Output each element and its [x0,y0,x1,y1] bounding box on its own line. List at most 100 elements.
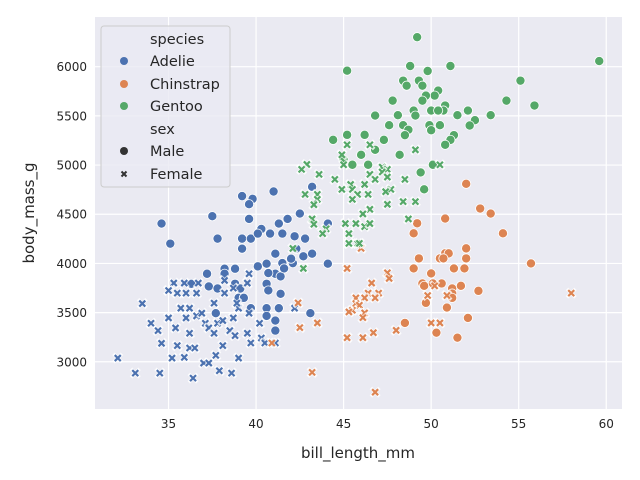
point-gentoo-female [311,193,323,205]
point-gentoo-female [296,163,308,175]
point-gentoo-female [343,237,355,249]
point-gentoo-male [370,110,381,121]
point-chinstrap-female [341,262,353,274]
point-chinstrap-male [412,218,423,229]
point-gentoo-female [317,228,329,240]
point-gentoo-female [339,218,351,230]
point-adelie-female [219,287,231,299]
point-adelie-female [152,325,164,337]
point-chinstrap-male [440,213,451,224]
point-adelie-female [203,357,215,369]
point-gentoo-male [594,56,605,67]
point-chinstrap-male [461,253,472,264]
point-gentoo-female [336,149,348,161]
point-adelie-female [254,317,266,329]
point-gentoo-male [501,95,512,106]
point-gentoo-male [405,60,416,71]
point-gentoo-male [434,120,445,131]
point-adelie-female [154,367,166,379]
point-gentoo-male [363,159,374,170]
point-adelie-male [244,213,255,224]
legend-marker-female [120,170,128,178]
point-adelie-male [300,233,311,244]
point-adelie-female [241,277,253,289]
point-gentoo-male [401,80,412,91]
legend-marker-chinstrap [120,80,128,88]
point-adelie-female [169,322,182,334]
legend-label-female: Female [150,167,203,183]
point-chinstrap-male [419,280,430,291]
point-adelie-female [245,337,257,349]
point-adelie-female [129,367,141,379]
point-adelie-female [259,337,271,349]
point-adelie-female [191,287,203,299]
point-adelie-female [183,302,196,314]
y-axis-label: body_mass_g [20,162,39,263]
point-gentoo-female [380,186,392,198]
point-gentoo-female [359,178,371,190]
point-adelie-female [178,351,190,363]
point-chinstrap-male [452,332,463,343]
point-chinstrap-male [485,208,496,219]
point-adelie-male [230,263,241,274]
point-gentoo-female [343,228,355,240]
point-gentoo-male [387,95,398,106]
point-gentoo-female [364,218,376,230]
y-tick-label: 5000 [56,159,87,173]
point-adelie-male [275,288,286,299]
point-gentoo-male [347,159,358,170]
point-gentoo-female [350,218,362,230]
point-gentoo-female [369,173,381,185]
point-chinstrap-male [473,285,484,296]
point-adelie-male [263,268,274,279]
point-adelie-female [192,277,204,289]
point-gentoo-female [338,159,350,171]
point-gentoo-female [364,139,376,151]
point-adelie-male [261,310,272,321]
point-gentoo-male [378,134,389,145]
point-gentoo-male [342,65,353,76]
point-gentoo-male [356,149,367,160]
point-chinstrap-female [359,292,371,304]
point-adelie-male [156,218,167,229]
point-adelie-female [166,352,178,364]
point-adelie-female [178,277,190,289]
legend-label-chinstrap: Chinstrap [150,77,220,93]
point-chinstrap-male [413,253,424,264]
point-adelie-female [243,268,255,280]
point-adelie-female [243,307,255,319]
point-adelie-female [162,312,175,324]
legend-marker-adelie [120,57,128,65]
legend: species Adelie Chinstrap Gentoo sex Male… [100,25,231,188]
point-adelie-male [265,228,276,239]
point-chinstrap-female [341,332,353,344]
point-chinstrap-male [461,243,472,254]
point-chinstrap-female [357,332,369,344]
point-adelie-male [207,211,218,222]
point-adelie-female [241,327,253,339]
point-gentoo-male [445,60,456,71]
point-gentoo-female [409,196,421,208]
point-chinstrap-female [383,272,395,285]
point-adelie-female [231,297,243,309]
point-gentoo-male [440,139,451,150]
point-adelie-female [183,327,196,339]
point-adelie-male [273,303,284,314]
point-chinstrap-male [475,203,486,214]
point-gentoo-female [313,168,325,180]
point-gentoo-male [485,110,496,121]
point-chinstrap-female [434,317,446,329]
point-chinstrap-male [455,280,466,291]
point-adelie-female [196,307,208,319]
point-adelie-female [217,340,229,352]
tick-labels: 35 40 45 50 55 60 3000 3500 4000 4500 5000 5500 6000 [56,60,613,431]
point-chinstrap-male [426,268,437,279]
point-adelie-female [227,312,239,324]
point-gentoo-female [399,173,411,185]
point-gentoo-female [341,139,353,151]
point-chinstrap-male [438,253,449,264]
point-adelie-female [180,287,192,299]
point-chinstrap-female [306,366,318,378]
y-tick-label: 3000 [56,355,87,369]
point-gentoo-male [419,184,430,195]
